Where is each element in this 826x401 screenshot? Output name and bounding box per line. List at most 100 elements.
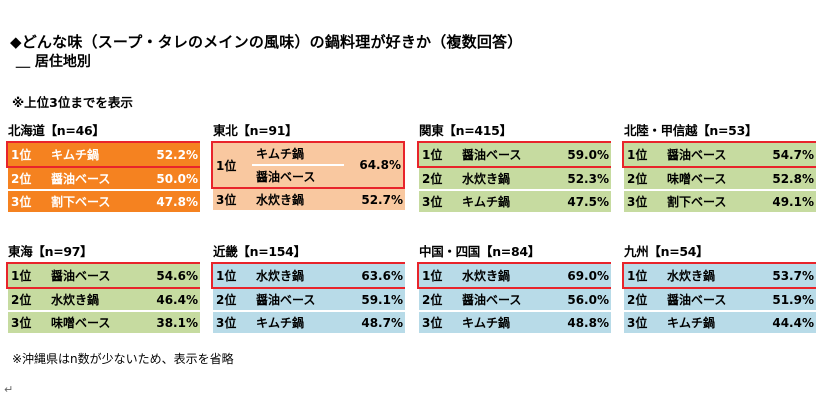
percentage-value: 52.8% xyxy=(750,168,816,189)
rank-label: 3位 xyxy=(8,312,47,333)
percentage-value: 69.0% xyxy=(545,264,611,287)
rank-label: 1位 xyxy=(419,143,458,166)
percentage-value: 59.1% xyxy=(339,289,405,310)
rank-label: 2位 xyxy=(213,289,252,310)
rank-label: 3位 xyxy=(624,191,663,212)
region-title: 関東【n=415】 xyxy=(419,123,512,138)
region-title: 東海【n=97】 xyxy=(8,244,93,259)
percentage-value: 53.7% xyxy=(750,264,816,287)
flavor-name: キムチ鍋 xyxy=(46,143,137,166)
rank-row-2: 2位 醤油ベース 51.9% xyxy=(624,289,816,310)
percentage-value: 52.3% xyxy=(545,168,611,189)
rank-row-3: 3位 割下ベース 49.1% xyxy=(624,191,816,212)
rank-row-1-tie: 1位 キムチ鍋 醤油ベース 64.8% xyxy=(213,143,403,187)
region-title: 東北【n=91】 xyxy=(213,123,298,138)
rank-row-1: 1位 醤油ベース 59.0% xyxy=(419,143,611,166)
region-tohoku: 東北【n=91】 1位 キムチ鍋 醤油ベース 64.8% 3位 水炊き鍋 52.… xyxy=(213,122,405,212)
rank-label: 3位 xyxy=(419,312,458,333)
percentage-value: 52.2% xyxy=(134,143,200,166)
rank-label: 1位 xyxy=(213,264,252,287)
flavor-name: 醤油ベース xyxy=(662,289,753,310)
region-title: 九州【n=54】 xyxy=(624,244,709,259)
flavor-name: 醤油ベース xyxy=(662,143,753,166)
paragraph-mark-icon: ↵ xyxy=(4,383,14,396)
rank-row-2: 2位 水炊き鍋 52.3% xyxy=(419,168,611,189)
flavor-name: キムチ鍋 xyxy=(457,191,548,212)
percentage-value: 48.8% xyxy=(545,312,611,333)
percentage-value: 51.9% xyxy=(750,289,816,310)
flavor-name: キムチ鍋 xyxy=(251,312,342,333)
rank-row-2: 2位 醤油ベース 59.1% xyxy=(213,289,405,310)
rank-label: 2位 xyxy=(8,168,47,189)
percentage-value: 64.8% xyxy=(344,143,403,187)
flavor-name: 醤油ベース xyxy=(251,166,347,187)
flavor-name: 味噌ベース xyxy=(662,168,753,189)
rank-row-1: 1位 キムチ鍋 52.2% xyxy=(8,143,200,166)
region-chugoku-shikoku: 中国・四国【n=84】 1位 水炊き鍋 69.0% 2位 醤油ベース 56.0%… xyxy=(419,243,611,335)
rank-row-2: 2位 水炊き鍋 46.4% xyxy=(8,289,200,310)
percentage-value: 59.0% xyxy=(545,143,611,166)
flavor-name: 割下ベース xyxy=(662,191,753,212)
percentage-value: 46.4% xyxy=(134,289,200,310)
percentage-value: 48.7% xyxy=(339,312,405,333)
rank-label: 3位 xyxy=(213,189,252,210)
percentage-value: 50.0% xyxy=(134,168,200,189)
percentage-value: 44.4% xyxy=(750,312,816,333)
rank-label: 2位 xyxy=(624,168,663,189)
region-title: 中国・四国【n=84】 xyxy=(419,244,540,259)
percentage-value: 38.1% xyxy=(134,312,200,333)
rank-row-3: 3位 キムチ鍋 47.5% xyxy=(419,191,611,212)
percentage-value: 52.7% xyxy=(339,189,405,210)
rank-row-2: 2位 醤油ベース 56.0% xyxy=(419,289,611,310)
percentage-value: 47.8% xyxy=(134,191,200,212)
region-kanto: 関東【n=415】 1位 醤油ベース 59.0% 2位 水炊き鍋 52.3% 3… xyxy=(419,122,611,214)
rank-label: 1位 xyxy=(624,143,663,166)
rank-row-3: 3位 割下ベース 47.8% xyxy=(8,191,200,212)
flavor-name: 水炊き鍋 xyxy=(457,168,548,189)
rank-label: 1位 xyxy=(624,264,663,287)
rank-row-3: 3位 味噌ベース 38.1% xyxy=(8,312,200,333)
flavor-name: 水炊き鍋 xyxy=(457,264,548,287)
percentage-value: 54.7% xyxy=(750,143,816,166)
region-hokkaido: 北海道【n=46】 1位 キムチ鍋 52.2% 2位 醤油ベース 50.0% 3… xyxy=(8,122,200,214)
rank-row-1: 1位 水炊き鍋 53.7% xyxy=(624,264,816,287)
page-title: ◆どんな味（スープ・タレのメインの風味）の鍋料理が好きか（複数回答） xyxy=(10,33,523,51)
rank-label: 1位 xyxy=(213,143,252,187)
flavor-name: キムチ鍋 xyxy=(457,312,548,333)
percentage-value: 54.6% xyxy=(134,264,200,287)
rank-row-3: 3位 キムチ鍋 44.4% xyxy=(624,312,816,333)
flavor-name: キムチ鍋 xyxy=(662,312,753,333)
rank-label: 2位 xyxy=(419,168,458,189)
region-kyushu: 九州【n=54】 1位 水炊き鍋 53.7% 2位 醤油ベース 51.9% 3位… xyxy=(624,243,816,335)
percentage-value: 47.5% xyxy=(545,191,611,212)
rank-label: 1位 xyxy=(8,264,47,287)
region-tokai: 東海【n=97】 1位 醤油ベース 54.6% 2位 水炊き鍋 46.4% 3位… xyxy=(8,243,200,335)
rank-label: 3位 xyxy=(213,312,252,333)
flavor-name: 醤油ベース xyxy=(457,143,548,166)
rank-label: 2位 xyxy=(624,289,663,310)
flavor-name: 醤油ベース xyxy=(251,289,342,310)
percentage-value: 49.1% xyxy=(750,191,816,212)
flavor-name: 醤油ベース xyxy=(46,168,137,189)
rank-label: 1位 xyxy=(419,264,458,287)
rank-row-3: 3位 キムチ鍋 48.7% xyxy=(213,312,405,333)
rank-row-2: 2位 醤油ベース 50.0% xyxy=(8,168,200,189)
rank-label: 1位 xyxy=(8,143,47,166)
flavor-name: 水炊き鍋 xyxy=(662,264,753,287)
rank-label: 2位 xyxy=(419,289,458,310)
region-hokuriku-koshinetsu: 北陸・甲信越【n=53】 1位 醤油ベース 54.7% 2位 味噌ベース 52.… xyxy=(624,122,816,214)
percentage-value: 63.6% xyxy=(339,264,405,287)
flavor-name: 水炊き鍋 xyxy=(46,289,137,310)
rank-row-1: 1位 醤油ベース 54.6% xyxy=(8,264,200,287)
flavor-name: 醤油ベース xyxy=(457,289,548,310)
display-note: ※上位3位までを表示 xyxy=(12,95,133,110)
flavor-name: キムチ鍋 xyxy=(251,143,347,164)
flavor-name: 割下ベース xyxy=(46,191,137,212)
page-subtitle: ＿ 居住地別 xyxy=(16,54,91,70)
rank-label: 2位 xyxy=(8,289,47,310)
rank-row-1: 1位 水炊き鍋 69.0% xyxy=(419,264,611,287)
rank-row-2: 2位 味噌ベース 52.8% xyxy=(624,168,816,189)
flavor-name: 醤油ベース xyxy=(46,264,137,287)
region-title: 北陸・甲信越【n=53】 xyxy=(624,123,758,138)
rank-label: 3位 xyxy=(624,312,663,333)
